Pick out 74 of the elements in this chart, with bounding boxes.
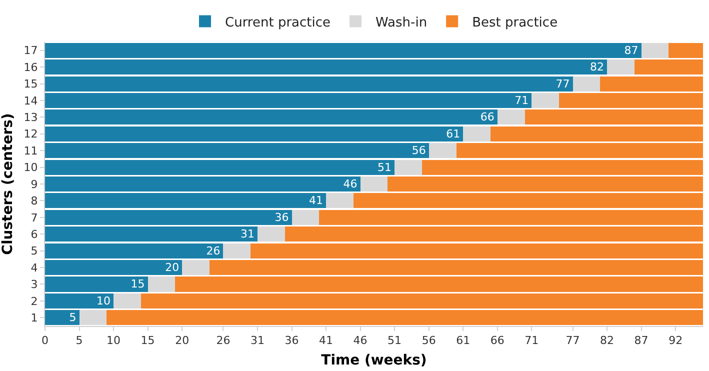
bar xyxy=(223,243,251,258)
y-tick-label: 15 xyxy=(24,78,38,91)
bar xyxy=(360,176,388,192)
data-label: 26 xyxy=(206,244,220,258)
y-tick-label: 8 xyxy=(30,194,38,208)
x-axis-title: Time (weeks) xyxy=(321,352,427,368)
x-tick-label: 61 xyxy=(456,334,470,348)
y-tick-label: 1 xyxy=(30,312,38,324)
data-label: 46 xyxy=(343,178,358,190)
bar xyxy=(641,42,669,58)
data-label: 31 xyxy=(240,228,254,241)
data-label: 77 xyxy=(556,77,570,90)
y-tick-label: 16 xyxy=(24,60,38,74)
x-tick-label: 36 xyxy=(284,334,299,348)
y-tick-label: 12 xyxy=(24,128,38,141)
x-tick-label: 5 xyxy=(76,334,83,348)
legend-label: Best practice xyxy=(472,15,558,30)
bar xyxy=(148,276,176,292)
bar xyxy=(572,76,600,92)
bar xyxy=(292,210,320,225)
bar xyxy=(326,193,354,208)
y-tick-label: 14 xyxy=(24,94,38,108)
legend-label: Wash-in xyxy=(376,15,428,30)
x-tick-label: 10 xyxy=(106,334,121,348)
legend-label: Current practice xyxy=(225,15,331,30)
x-tick-label: 87 xyxy=(634,334,648,348)
data-label: 15 xyxy=(130,278,145,291)
data-label: 5 xyxy=(69,311,76,324)
y-tick-label: 6 xyxy=(30,228,38,241)
data-label: 87 xyxy=(624,44,638,57)
data-label: 61 xyxy=(446,127,460,140)
x-tick-label: 15 xyxy=(140,334,155,348)
x-tick-label: 82 xyxy=(600,334,614,348)
bar xyxy=(182,260,210,276)
x-tick-label: 56 xyxy=(422,334,436,348)
x-tick-label: 77 xyxy=(566,334,580,348)
y-tick-label: 5 xyxy=(30,244,38,258)
bar xyxy=(394,160,422,175)
y-tick-label: 17 xyxy=(24,44,38,58)
bar xyxy=(257,226,285,242)
y-tick-label: 2 xyxy=(30,294,38,308)
data-label: 36 xyxy=(274,210,289,224)
x-tick-label: 0 xyxy=(42,334,48,348)
bar xyxy=(607,60,634,75)
x-tick-label: 46 xyxy=(353,334,368,348)
bar xyxy=(428,143,456,158)
y-tick-label: 4 xyxy=(30,261,38,274)
x-tick-label: 26 xyxy=(216,334,230,348)
y-tick-label: 13 xyxy=(24,111,38,124)
data-label: 71 xyxy=(514,94,529,107)
data-label: 51 xyxy=(378,160,392,174)
data-label: 20 xyxy=(165,261,180,274)
x-tick-label: 71 xyxy=(524,334,539,348)
data-label: 41 xyxy=(309,194,324,208)
data-label: 82 xyxy=(590,60,604,74)
x-tick-label: 51 xyxy=(388,334,402,348)
bar xyxy=(497,110,525,125)
bar xyxy=(532,92,560,108)
bar xyxy=(114,293,141,308)
x-tick-label: 92 xyxy=(668,334,683,348)
data-label: 66 xyxy=(480,110,494,124)
y-tick-label: 3 xyxy=(30,278,38,292)
x-tick-label: 20 xyxy=(175,334,190,348)
y-tick-label: 7 xyxy=(30,211,38,224)
y-tick-label: 11 xyxy=(24,144,38,158)
y-tick-label: 10 xyxy=(24,161,38,174)
data-label: 10 xyxy=(96,294,111,308)
y-axis-title: Clusters (centers) xyxy=(0,113,16,255)
bar xyxy=(463,126,491,142)
x-tick-label: 31 xyxy=(250,334,264,348)
x-tick-label: 41 xyxy=(319,334,334,348)
x-tick-label: 66 xyxy=(490,334,504,348)
data-label: 56 xyxy=(412,144,426,158)
y-tick-label: 9 xyxy=(30,178,38,191)
